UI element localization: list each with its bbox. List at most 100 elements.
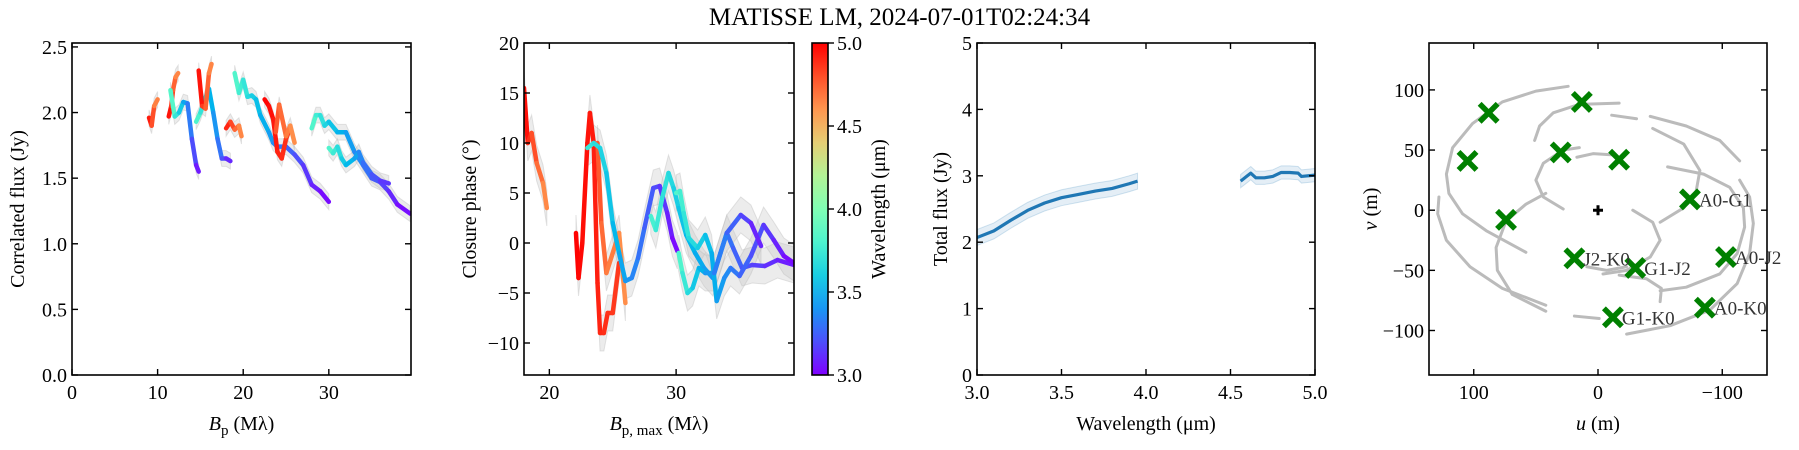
x-label-main: B [610,413,622,435]
uv-point-marker [1715,246,1737,269]
series-3-segment [595,140,604,226]
series-6-segment [781,253,794,266]
y-label-main: v [1360,221,1382,230]
series-10-segment [386,189,400,207]
uv-track [1572,314,1601,320]
series-7-segment [292,152,306,168]
x-label-units: (Mλ) [228,413,274,435]
total-flux-band [977,172,1139,247]
center-plus-marker [1593,205,1603,216]
y-tick-label: 2.0 [42,103,67,125]
series-4-segment [215,136,225,161]
series-4-segment [223,156,233,164]
series-2-segment [576,240,585,281]
uv-track [1610,113,1639,121]
x-tick-label: 4.5 [1218,382,1243,404]
uv-point-marker [1679,188,1701,211]
y-tick-label: 50 [1404,140,1424,162]
series-4-segment [610,220,622,256]
panel-3: 3.0 3.5 4.0 4.5 5.0 0 1 2 3 4 5 Wavelength (μm) Tota… [930,33,1328,435]
series-7-segment [724,212,744,236]
series-6-segment [737,253,754,279]
y-tick-label: −50 [1393,260,1424,282]
x-label-subscript: p, max [622,423,663,439]
series-4-segment [616,250,628,284]
series-6-segment [709,250,719,304]
uv-point-marker [1456,149,1479,172]
series-7-segment [300,162,314,187]
colorbar-tick-label: 3.5 [837,282,862,304]
x-tick-label: 0 [1593,382,1603,404]
series-8-segment [270,116,280,155]
y-axis-label: Correlated flux (Jy) [7,130,29,288]
y-tick-label: −5 [498,283,519,305]
uv-point-marker [1693,296,1716,319]
plot-area [977,165,1315,247]
uv-track [1648,114,1742,163]
axes-frame [523,42,795,376]
y-tick-label: 1 [962,299,972,321]
uv-point-label: G1-J2 [1644,259,1690,280]
series-7-segment [318,189,332,205]
x-tick-label: 4.0 [1134,382,1159,404]
series-4-segment [629,255,641,281]
y-tick-label: 3 [962,166,972,188]
colorbar-label: Wavelength (μm) [868,139,890,279]
colorbar: 3.0 3.5 4.0 4.5 5.0 Wavelength (μm) [811,33,890,387]
series-4-segment [206,86,216,115]
colorbar-tick-label: 4.0 [837,199,862,221]
y-axis-label: Closure phase (°) [459,139,481,278]
series-6-segment [703,232,714,256]
x-tick-label: 30 [666,382,686,404]
series-2-segment [587,110,596,146]
uv-track [1533,101,1621,142]
y-tick-label: 5 [962,33,972,55]
series-9-segment [276,102,289,139]
series-4-segment [642,185,656,231]
uv-track [1575,152,1615,159]
y-tick-label: 5 [509,183,519,205]
error-band [169,82,200,180]
series-6-segment [771,237,787,259]
uv-track [1601,208,1662,276]
series-4-segment [604,170,615,226]
uv-track [1658,165,1747,293]
panel-2: 20 30 −10 −5 0 5 10 15 20 Bp, max (Mλ) Closure pha… [459,33,890,439]
series-11-segment [360,160,374,177]
x-axis-label: Bp, max (Mλ) [610,413,709,439]
series-10-segment [326,119,340,135]
panel-4: A0-K0 G1-K0 A0-J2 G1-J2 J2-K0 A0-G1 100 0 −100 −1… [1360,42,1781,435]
y-tick-label: 1.5 [42,168,67,190]
series-2-segment [610,260,622,316]
x-tick-label: 30 [319,382,339,404]
colorbar-tick-label: 4.5 [837,116,862,138]
x-label-subscript: p [221,423,229,439]
y-tick-label: −100 [1383,320,1424,342]
x-tick-label: 3.0 [965,382,990,404]
series-5-segment [666,170,676,191]
uv-point-label: G1-K0 [1622,308,1675,329]
series-1-segment [151,97,160,109]
x-axis-label: u (m) [1576,413,1620,435]
axes-frame [71,42,412,376]
series-2-segment [591,140,600,286]
y-tick-label: 0 [1414,200,1424,222]
series-4-segment [635,225,647,261]
y-tick-label: 0 [509,233,519,255]
x-label-units: (m) [1586,413,1620,435]
uv-point-marker [1570,90,1593,113]
x-tick-label: 3.5 [1049,382,1074,404]
x-tick-label: 0 [67,382,77,404]
series-7-segment [748,220,764,249]
uv-track [1651,126,1702,224]
series-7-segment [258,112,272,135]
uv-track [1494,191,1548,313]
uv-point-marker [1624,256,1647,279]
series-7-segment [240,77,250,100]
uv-point-marker [1549,141,1572,164]
series-7-segment [253,97,263,118]
series-7-segment [690,265,702,291]
series-8-segment [279,136,289,161]
uv-track [1444,84,1570,254]
